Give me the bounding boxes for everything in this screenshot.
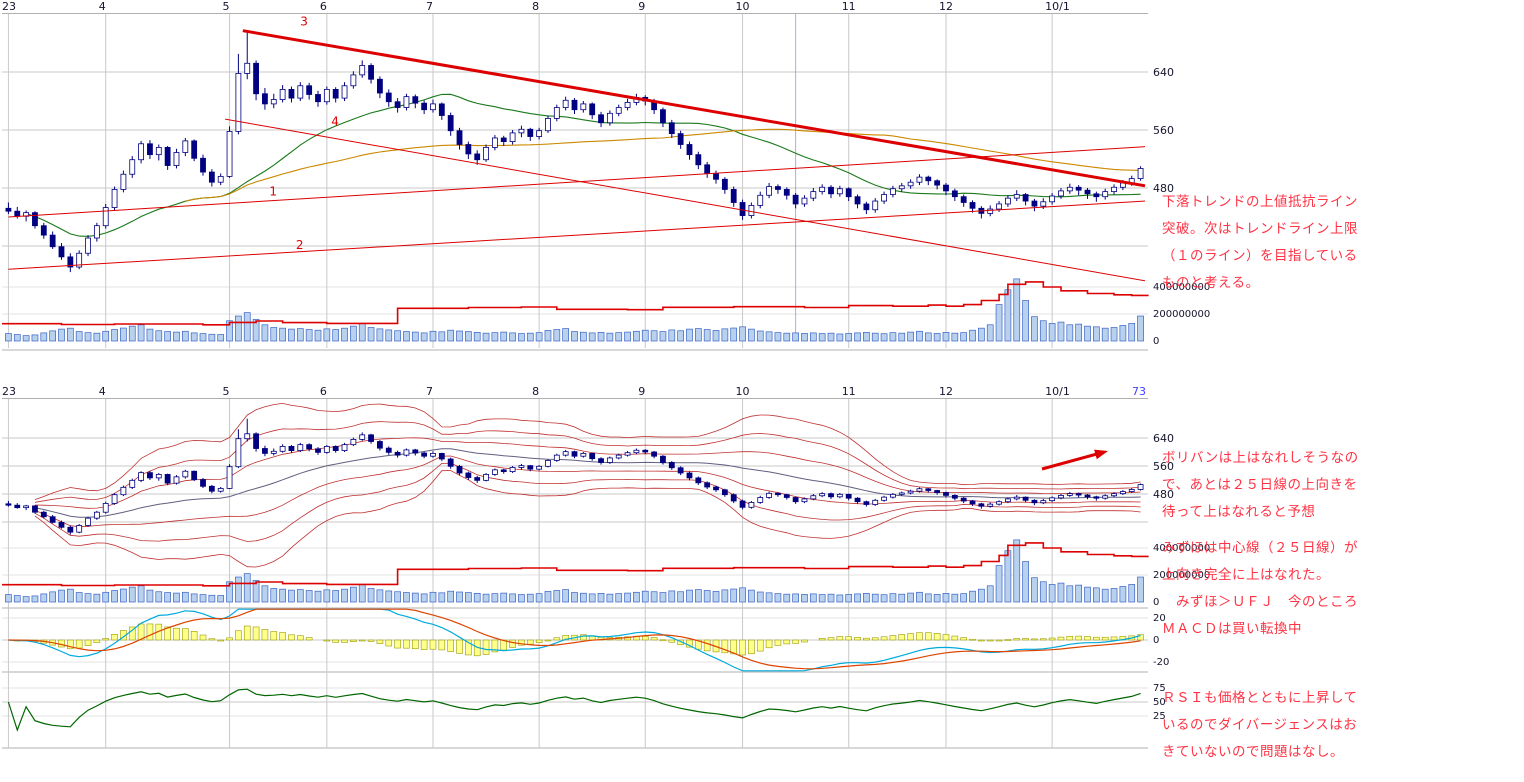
svg-text:400000000: 400000000: [1153, 543, 1210, 554]
svg-text:5: 5: [223, 385, 230, 398]
svg-text:6: 6: [320, 0, 327, 13]
comment-line: ものと考える。: [1162, 275, 1260, 290]
svg-text:7: 7: [426, 0, 433, 13]
svg-text:23: 23: [2, 385, 16, 398]
comment-mizuho-centerline: みずほは中心線（２５日線）が 上向き完全に上はなれた。: [1162, 534, 1378, 588]
svg-text:7: 7: [426, 385, 433, 398]
svg-text:11: 11: [842, 385, 856, 398]
comment-line: 突破。次はトレンドライン上限: [1162, 221, 1358, 236]
svg-text:400000000: 400000000: [1153, 282, 1210, 293]
daily-price-chart-panel: 23 4 5 6 7 8 9 10 11 12 10/13412640560480400000000…: [2, 0, 1210, 351]
svg-text:480: 480: [1153, 182, 1174, 195]
svg-text:10: 10: [736, 0, 750, 13]
svg-text:0: 0: [1153, 635, 1159, 646]
svg-text:25: 25: [1153, 711, 1166, 722]
svg-text:0: 0: [1153, 336, 1159, 347]
svg-text:12: 12: [939, 0, 953, 13]
svg-text:11: 11: [842, 0, 856, 13]
comment-line: 待って上はなれると予想: [1162, 504, 1316, 519]
comment-line: ＭＡＣＤは買い転換中: [1162, 621, 1302, 636]
svg-text:-20: -20: [1153, 657, 1169, 668]
svg-text:560: 560: [1153, 460, 1174, 473]
comment-bollinger: ボリバンは上はなれしそうなの で、あとは２５日線の上向きを 待って上はなれると予…: [1162, 444, 1378, 525]
svg-text:73: 73: [1132, 385, 1146, 398]
svg-text:8: 8: [532, 0, 539, 13]
svg-text:50: 50: [1153, 697, 1166, 708]
comment-rsi: ＲＳＩも価格とともに上昇して いるのでダイバージェンスはお きていないので問題は…: [1162, 684, 1378, 765]
comment-line: 上向き完全に上はなれた。: [1162, 567, 1330, 582]
indicator-chart-panel: 23 4 5 6 7 8 9 10 11 12 10/1 73 640 560 480 400000000 20…: [2, 385, 1210, 749]
svg-text:23: 23: [2, 0, 16, 13]
comment-line: （１のライン）を目指している: [1162, 248, 1358, 263]
comment-line: 下落トレンドの上値抵抗ライン: [1162, 194, 1358, 209]
svg-text:2: 2: [296, 238, 304, 252]
candlesticks: [5, 418, 1144, 535]
comment-line: ＲＳＩも価格とともに上昇して: [1162, 690, 1358, 705]
svg-text:6: 6: [320, 385, 327, 398]
svg-text:5: 5: [223, 0, 230, 13]
comment-trend-breakout: 下落トレンドの上値抵抗ライン 突破。次はトレンドライン上限 （１のライン）を目指…: [1162, 188, 1378, 296]
svg-text:12: 12: [939, 385, 953, 398]
comment-line: いるのでダイバージェンスはお: [1162, 717, 1358, 732]
svg-text:480: 480: [1153, 488, 1174, 501]
comment-line: みずほ＞ＵＦＪ 今のところ: [1162, 594, 1358, 609]
svg-text:4: 4: [99, 385, 106, 398]
svg-text:8: 8: [532, 385, 539, 398]
svg-text:75: 75: [1153, 683, 1166, 694]
svg-text:3: 3: [300, 15, 308, 29]
svg-text:1: 1: [269, 184, 277, 198]
svg-text:4: 4: [331, 115, 339, 129]
svg-text:10/1: 10/1: [1045, 385, 1070, 398]
comment-line: で、あとは２５日線の上向きを: [1162, 477, 1358, 492]
comment-line: きていないので問題はなし。: [1162, 744, 1344, 759]
svg-text:9: 9: [638, 0, 645, 13]
comment-line: ボリバンは上はなれしそうなの: [1162, 450, 1359, 465]
volume-bars: [5, 539, 1144, 603]
candlesticks: [5, 32, 1144, 273]
svg-text:640: 640: [1153, 66, 1174, 79]
svg-text:20: 20: [1153, 613, 1166, 624]
comment-macd: みずほ＞ＵＦＪ 今のところ ＭＡＣＤは買い転換中: [1162, 588, 1378, 642]
svg-text:10/1: 10/1: [1045, 0, 1070, 13]
svg-text:640: 640: [1153, 432, 1174, 445]
comment-line: みずほは中心線（２５日線）が: [1162, 540, 1358, 555]
svg-text:10: 10: [736, 385, 750, 398]
svg-text:4: 4: [99, 0, 106, 13]
svg-text:0: 0: [1153, 597, 1159, 608]
svg-text:9: 9: [638, 385, 645, 398]
svg-text:560: 560: [1153, 124, 1174, 137]
svg-text:200000000: 200000000: [1153, 309, 1210, 320]
svg-text:200000000: 200000000: [1153, 570, 1210, 581]
volume-bars: [5, 278, 1144, 342]
